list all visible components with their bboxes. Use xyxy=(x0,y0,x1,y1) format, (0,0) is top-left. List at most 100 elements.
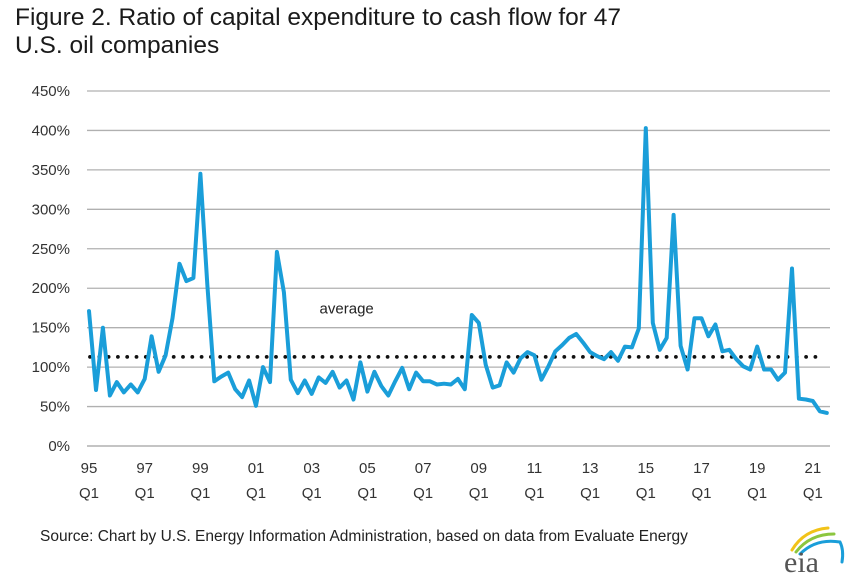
source-note: Source: Chart by U.S. Energy Information… xyxy=(40,528,688,545)
x-tick-label-quarter: Q1 xyxy=(580,485,600,502)
annotation-average-label: average xyxy=(320,301,374,318)
x-tick-label-year: 15 xyxy=(637,460,654,477)
x-axis-ticks: 95 Q1 97 Q1 99 Q1 01 Q1 03 Q1 05 Q1 07 Q1 09 Q1 11 Q1 13 Q1… xyxy=(79,460,823,502)
average-dot xyxy=(701,354,706,359)
x-tick-label-year: 07 xyxy=(415,460,432,477)
average-line xyxy=(88,354,818,359)
y-tick-label: 150% xyxy=(32,320,70,337)
average-dot xyxy=(636,354,641,359)
chart-title-line-1: Figure 2. Ratio of capital expenditure t… xyxy=(15,4,622,31)
average-dot xyxy=(450,354,455,359)
average-dot xyxy=(227,354,232,359)
average-dot xyxy=(460,354,464,359)
average-dot xyxy=(432,354,436,359)
average-dot xyxy=(441,354,446,359)
average-dot xyxy=(376,354,381,359)
eia-logo: eia xyxy=(784,526,845,578)
average-dot xyxy=(199,354,204,359)
average-dot xyxy=(181,354,185,359)
annotations: average xyxy=(320,301,374,318)
average-dot xyxy=(236,354,241,359)
x-tick-label-year: 99 xyxy=(192,460,209,477)
x-tick-label-quarter: Q1 xyxy=(691,485,711,502)
x-tick-label-quarter: Q1 xyxy=(246,485,266,502)
average-dot xyxy=(562,354,567,359)
average-dot xyxy=(134,354,139,359)
average-dot xyxy=(339,354,343,359)
y-tick-label: 0% xyxy=(48,438,70,455)
average-dot xyxy=(329,354,334,359)
x-tick-label-quarter: Q1 xyxy=(636,485,656,502)
average-dot xyxy=(116,354,120,359)
average-dot xyxy=(218,354,223,359)
x-tick-label-year: 97 xyxy=(136,460,153,477)
average-dot xyxy=(813,354,818,359)
x-tick-label-year: 01 xyxy=(248,460,265,477)
average-dot xyxy=(711,354,715,359)
x-tick-label-quarter: Q1 xyxy=(803,485,823,502)
average-dot xyxy=(348,354,353,359)
average-dot xyxy=(627,354,632,359)
y-tick-label: 350% xyxy=(32,162,70,179)
average-dot xyxy=(88,354,92,359)
average-dot xyxy=(171,354,176,359)
average-dot xyxy=(646,354,650,359)
chart-title: Figure 2. Ratio of capital expenditure t… xyxy=(15,4,621,60)
x-tick-label-quarter: Q1 xyxy=(190,485,210,502)
average-dot xyxy=(302,354,306,359)
x-tick-label-quarter: Q1 xyxy=(79,485,99,502)
x-tick-label-quarter: Q1 xyxy=(302,485,322,502)
y-tick-label: 250% xyxy=(32,241,70,258)
x-tick-label-quarter: Q1 xyxy=(413,485,433,502)
x-tick-label-year: 19 xyxy=(749,460,766,477)
average-dot xyxy=(469,354,474,359)
y-tick-label: 200% xyxy=(32,280,70,297)
average-dot xyxy=(543,354,548,359)
average-dot xyxy=(395,354,399,359)
average-dot xyxy=(692,354,697,359)
average-dot xyxy=(357,354,362,359)
x-tick-label-quarter: Q1 xyxy=(469,485,489,502)
x-tick-label-year: 13 xyxy=(582,460,599,477)
y-tick-label: 50% xyxy=(40,399,70,416)
average-dot xyxy=(320,354,325,359)
average-dot xyxy=(664,354,669,359)
x-tick-label-year: 05 xyxy=(359,460,376,477)
x-tick-label-quarter: Q1 xyxy=(747,485,767,502)
average-dot xyxy=(776,354,781,359)
average-dot xyxy=(497,354,502,359)
average-dot xyxy=(488,354,492,359)
x-tick-label-year: 21 xyxy=(804,460,821,477)
x-tick-label-quarter: Q1 xyxy=(135,485,155,502)
chart-title-line-2: U.S. oil companies xyxy=(15,32,220,59)
average-dot xyxy=(283,354,288,359)
x-tick-label-year: 03 xyxy=(303,460,320,477)
average-dot xyxy=(506,354,511,359)
average-dot xyxy=(404,354,409,359)
average-dot xyxy=(748,354,753,359)
average-dot xyxy=(255,354,260,359)
average-dot xyxy=(274,354,278,359)
x-tick-label-year: 95 xyxy=(81,460,98,477)
gridlines xyxy=(87,90,830,447)
series-group xyxy=(87,126,829,415)
y-tick-label: 400% xyxy=(32,122,70,139)
average-dot xyxy=(385,354,390,359)
average-dot xyxy=(413,354,418,359)
logo-arc-yellow xyxy=(790,526,830,552)
average-dot xyxy=(367,354,371,359)
average-dot xyxy=(292,354,297,359)
y-axis-ticks: 0% 50% 100% 150% 200% 250% 300% 350% 400% 450% xyxy=(32,83,70,455)
logo-text: eia xyxy=(784,546,819,578)
y-tick-label: 450% xyxy=(32,83,70,100)
average-dot xyxy=(739,354,743,359)
x-tick-label-quarter: Q1 xyxy=(524,485,544,502)
x-tick-label-year: 11 xyxy=(527,460,543,477)
logo-arc-green xyxy=(794,532,836,554)
average-dot xyxy=(571,354,576,359)
average-dot xyxy=(246,354,251,359)
average-dot xyxy=(264,354,269,359)
average-dot xyxy=(478,354,483,359)
average-dot xyxy=(581,354,585,359)
